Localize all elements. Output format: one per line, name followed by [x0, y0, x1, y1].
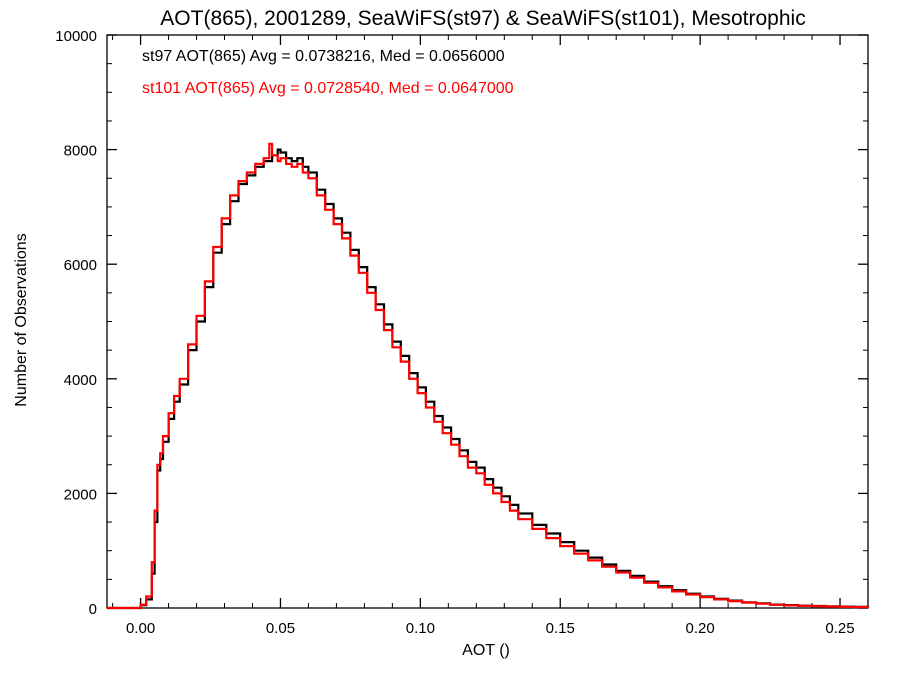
y-tick-label: 4000 [64, 372, 97, 389]
x-tick-label: 0.15 [546, 620, 575, 637]
y-tick-label: 6000 [64, 257, 97, 274]
y-tick-label: 2000 [64, 486, 97, 503]
annotation-st97: st97 AOT(865) Avg = 0.0738216, Med = 0.0… [142, 48, 505, 65]
x-tick-label: 0.10 [406, 620, 435, 637]
series-st101-line [107, 142, 870, 610]
x-tick-label: 0.00 [126, 620, 155, 637]
x-tick-label: 0.05 [266, 620, 295, 637]
x-tick-label: 0.25 [825, 620, 854, 637]
x-tick-label: 0.20 [686, 620, 715, 637]
y-tick-label: 0 [89, 601, 97, 618]
y-tick-label: 10000 [55, 28, 97, 45]
x-axis-title: AOT () [462, 642, 510, 659]
plot-axes: 0.00 0.05 0.10 0.15 0.20 0.25 0 2000 4000 6000 800… [55, 28, 869, 637]
y-axis-title: Number of Observations [13, 233, 30, 406]
y-tick-label: 8000 [64, 143, 97, 160]
annotation-st101: st101 AOT(865) Avg = 0.0728540, Med = 0.… [142, 80, 514, 97]
series-layer [107, 142, 870, 610]
plot-frame [106, 34, 869, 609]
chart-title: AOT(865), 2001289, SeaWiFS(st97) & SeaWi… [160, 7, 805, 30]
